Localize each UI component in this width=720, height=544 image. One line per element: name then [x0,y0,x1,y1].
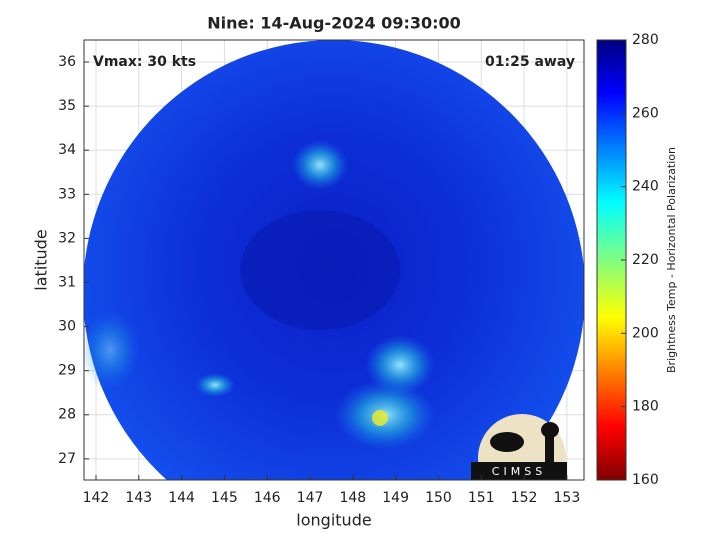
x-axis-label: longitude [296,511,371,530]
cloud [195,373,235,397]
cloud [365,335,435,395]
colorbar-tick-label: 220 [632,252,659,268]
y-tick-label: 36 [58,54,76,70]
colorbar-tick-label: 200 [632,325,659,341]
colorbar-tick-label: 240 [632,179,659,195]
chart-title: Nine: 14-Aug-2024 09:30:00 [207,14,461,33]
y-tick-label: 33 [58,186,76,202]
y-tick-label: 31 [58,274,76,290]
x-tick-label: 146 [254,490,281,506]
annotation: 01:25 away [485,54,575,70]
logo: CIMSS [471,414,567,480]
colorbar-tick-label: 280 [632,32,659,48]
cloud [292,140,348,190]
x-tick-label: 147 [297,490,324,506]
y-axis-label: latitude [32,229,51,290]
satellite-image [84,40,584,480]
colorbar-tick-label: 260 [632,105,659,121]
y-tick-label: 34 [58,142,76,158]
cloud [372,410,388,426]
y-tick-label: 35 [58,98,76,114]
y-tick-label: 32 [58,230,76,246]
y-tick-label: 27 [58,451,76,467]
y-tick-label: 28 [58,407,76,423]
colorbar-tick-label: 160 [632,472,659,488]
x-tick-label: 145 [211,490,238,506]
x-tick-label: 152 [511,490,538,506]
x-tick-label: 150 [425,490,452,506]
plot-frame [83,39,585,481]
colorbar-tick-label: 180 [632,399,659,415]
annotation: Vmax: 30 kts [93,54,196,70]
cloud-core [240,210,400,330]
x-tick-label: 149 [382,490,409,506]
colorbar-label: Brightness Temp - Horizontal Polarizatio… [665,147,678,373]
y-tick-label: 29 [58,363,76,379]
x-tick-label: 144 [168,490,195,506]
y-tick-label: 30 [58,319,76,335]
x-tick-label: 142 [83,490,110,506]
x-tick-label: 151 [468,490,495,506]
logo-text: CIMSS [492,465,546,478]
x-tick-label: 153 [554,490,581,506]
x-tick-label: 148 [339,490,366,506]
cloud [84,310,140,390]
x-tick-label: 143 [125,490,152,506]
